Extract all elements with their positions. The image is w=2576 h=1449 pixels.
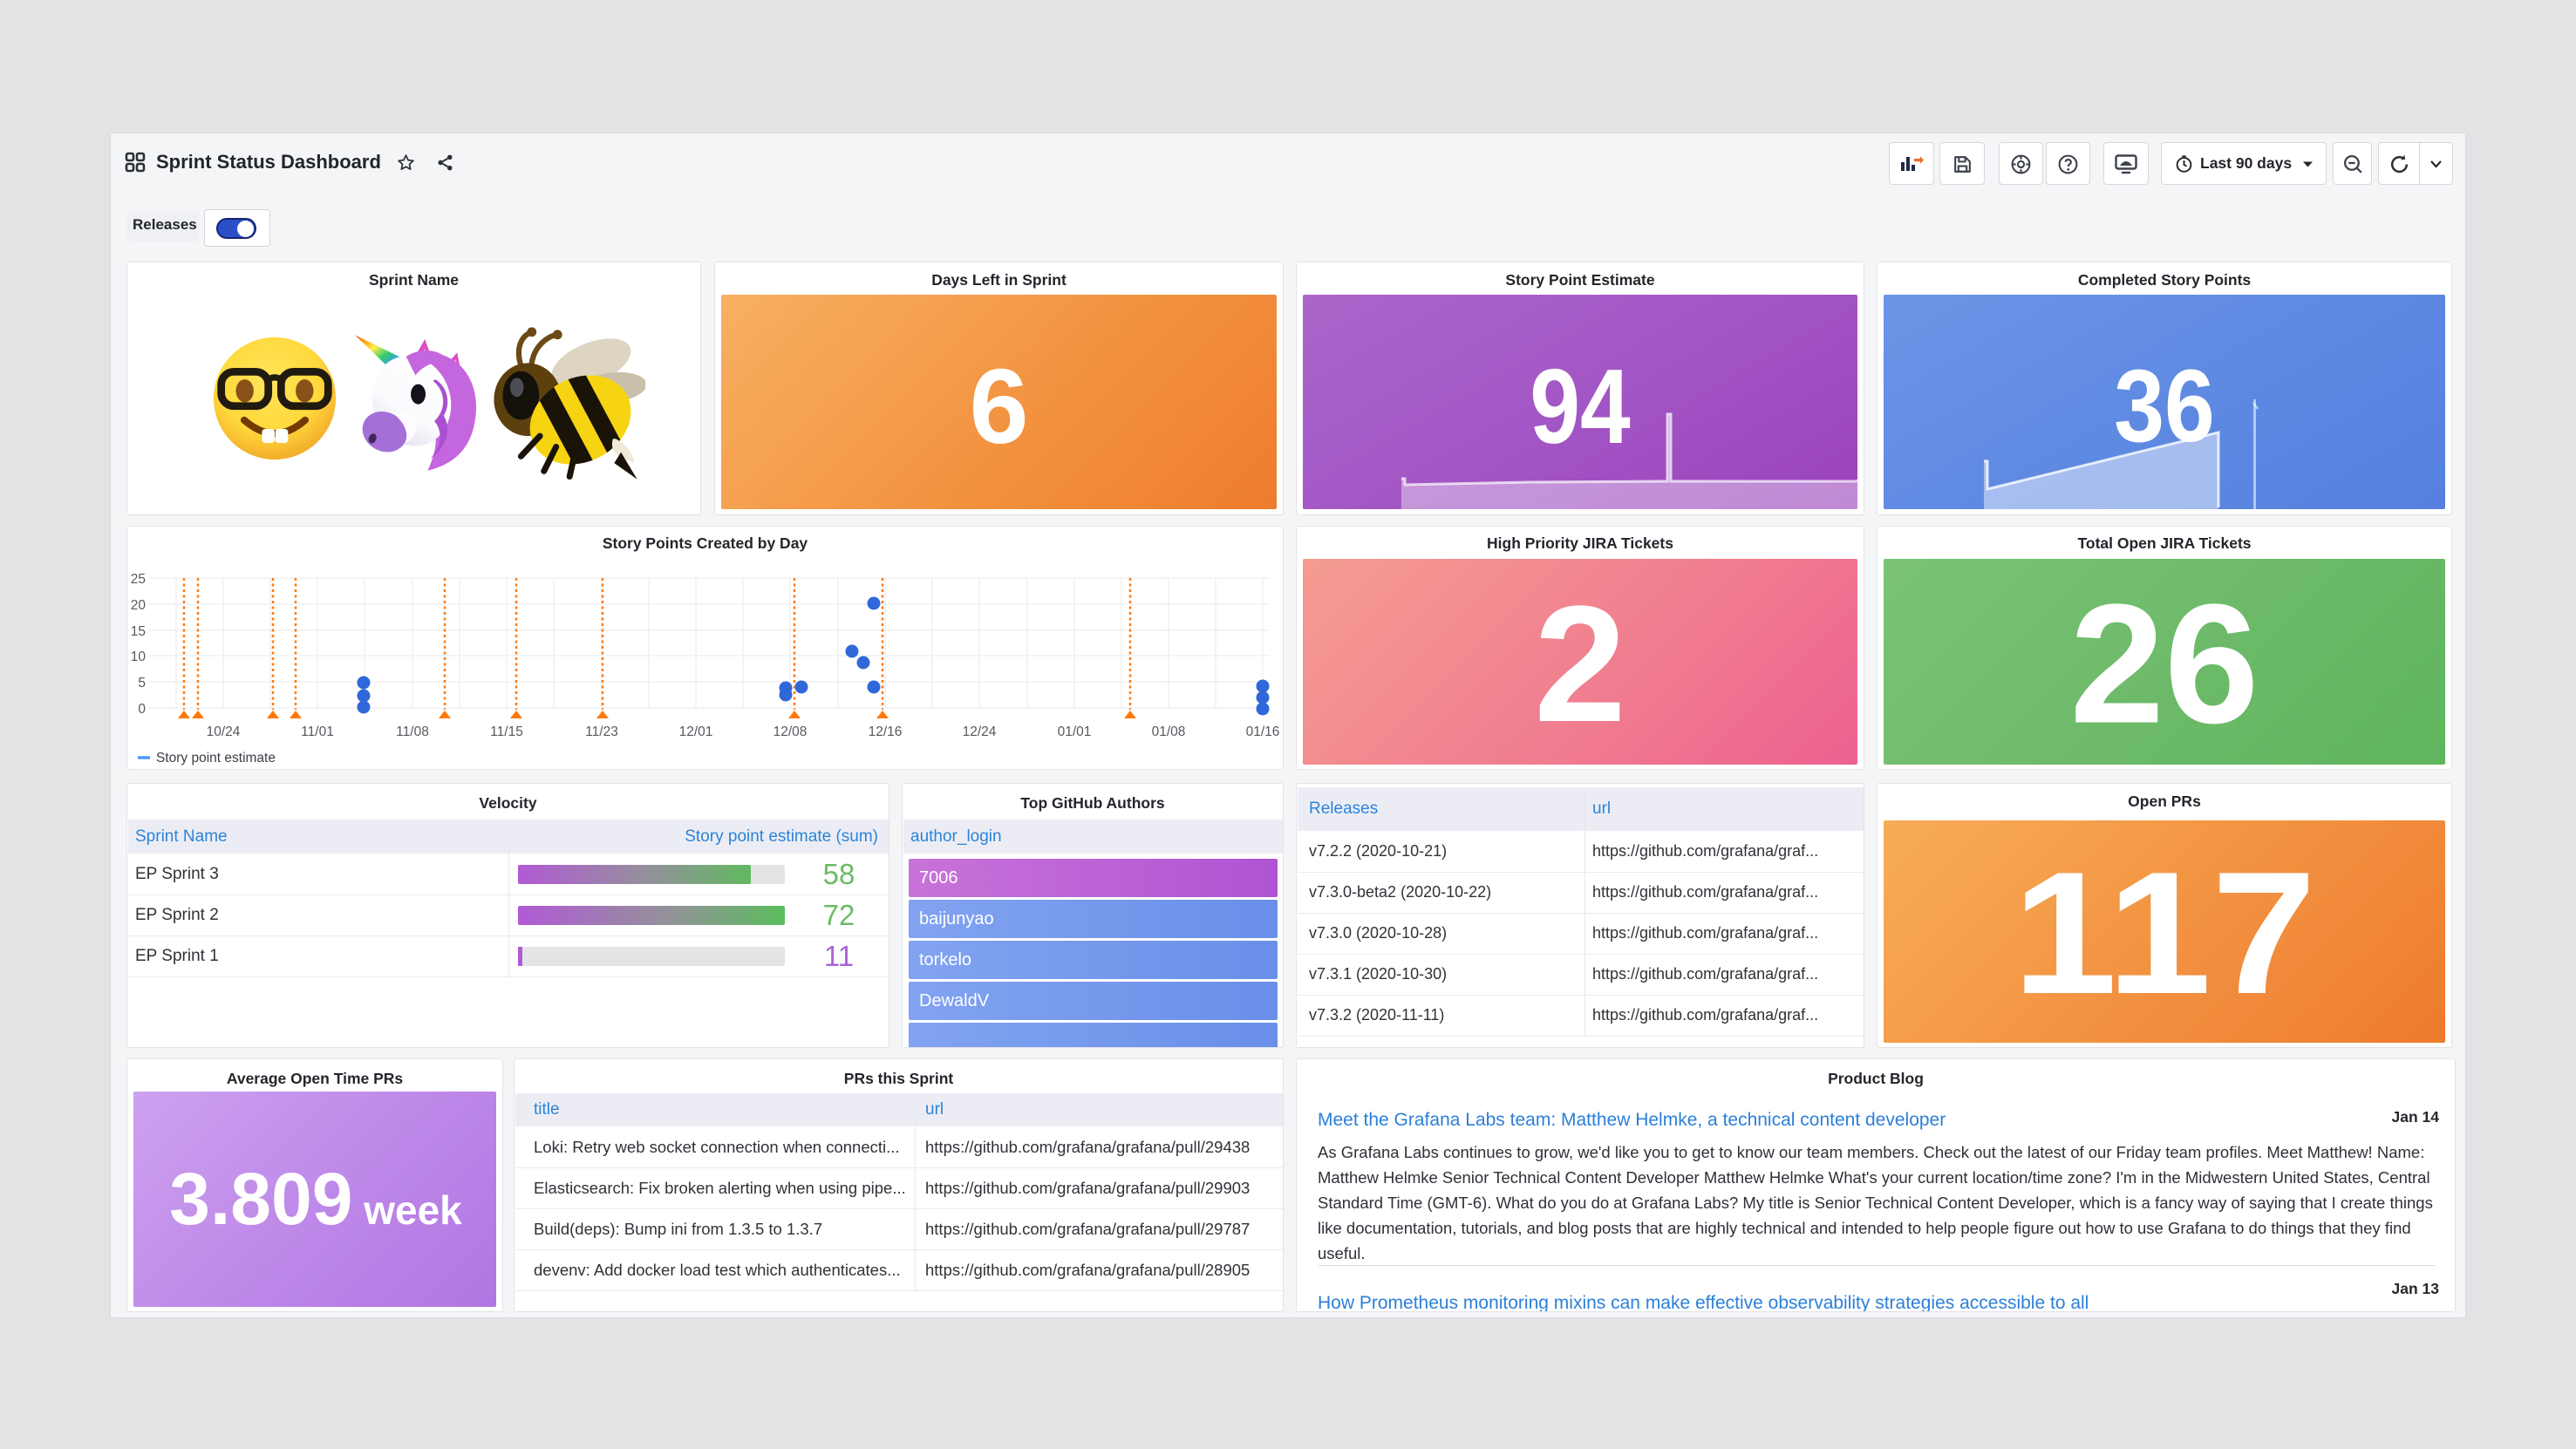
svg-text:5: 5 [138, 676, 146, 690]
svg-text:12/08: 12/08 [773, 724, 808, 739]
svg-text:01/16: 01/16 [1246, 724, 1280, 739]
svg-text:11/01: 11/01 [301, 724, 334, 739]
svg-text:11/15: 11/15 [490, 724, 523, 739]
svg-text:11/08: 11/08 [396, 724, 429, 739]
svg-text:10: 10 [131, 650, 147, 664]
svg-text:12/16: 12/16 [869, 724, 903, 739]
svg-text:11/23: 11/23 [585, 724, 618, 739]
svg-text:10/24: 10/24 [207, 724, 241, 739]
svg-text:0: 0 [138, 702, 146, 717]
svg-text:01/01: 01/01 [1058, 724, 1092, 739]
svg-text:12/24: 12/24 [963, 724, 997, 739]
svg-text:01/08: 01/08 [1152, 724, 1186, 739]
svg-text:Story point estimate: Story point estimate [156, 751, 276, 765]
svg-text:15: 15 [131, 624, 146, 639]
svg-text:12/01: 12/01 [679, 724, 713, 739]
svg-text:20: 20 [131, 598, 147, 613]
svg-text:25: 25 [131, 572, 146, 587]
